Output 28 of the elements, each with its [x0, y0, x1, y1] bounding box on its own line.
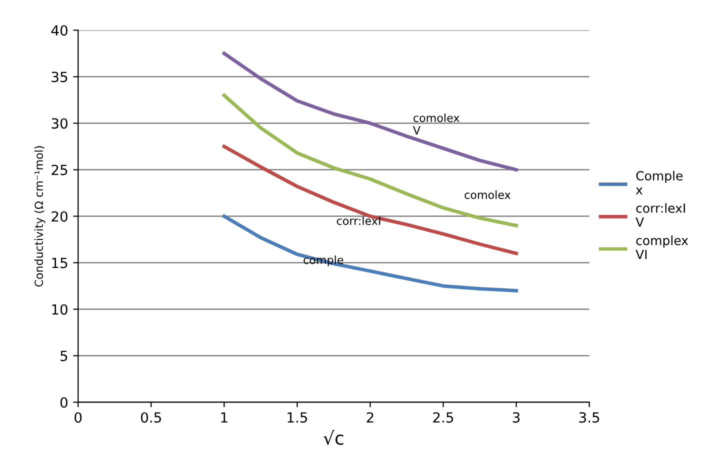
y-tick-label: 30 — [52, 118, 68, 129]
y-tick-label: 20 — [52, 211, 68, 222]
x-tick-label: 0.5 — [141, 412, 161, 423]
x-tick-label: 2 — [366, 412, 374, 422]
annotation: comple — [304, 255, 344, 266]
line-series — [222, 144, 518, 256]
y-tick-label: 5 — [60, 350, 68, 362]
y-tick-label: 40 — [51, 25, 68, 36]
y-tick-label: 25 — [52, 164, 68, 176]
line-series — [222, 52, 518, 172]
annotation: comolex — [464, 190, 511, 199]
x-tick-label: 1 — [221, 412, 228, 422]
y-tick-label: 35 — [52, 72, 68, 82]
line-series — [222, 94, 518, 228]
annotation: comolex V — [413, 113, 460, 134]
y-tick-label: 15 — [52, 258, 68, 268]
x-tick-label: 3.5 — [579, 412, 600, 423]
x-tick-label: 0 — [74, 412, 82, 423]
x-tick-label: 2.5 — [433, 412, 454, 423]
y-axis-title: Conductivity (Ω cm⁻¹mol) — [34, 146, 46, 287]
y-tick-label: 0 — [60, 397, 68, 408]
x-axis-title: √c — [324, 430, 344, 446]
y-tick-label: 10 — [52, 304, 68, 315]
x-tick-label: 3 — [512, 412, 520, 423]
legend-label: complex VI — [636, 236, 688, 260]
line-series — [222, 214, 518, 292]
annotation: corr:lexI — [336, 216, 380, 226]
x-tick-label: 1.5 — [288, 412, 308, 423]
